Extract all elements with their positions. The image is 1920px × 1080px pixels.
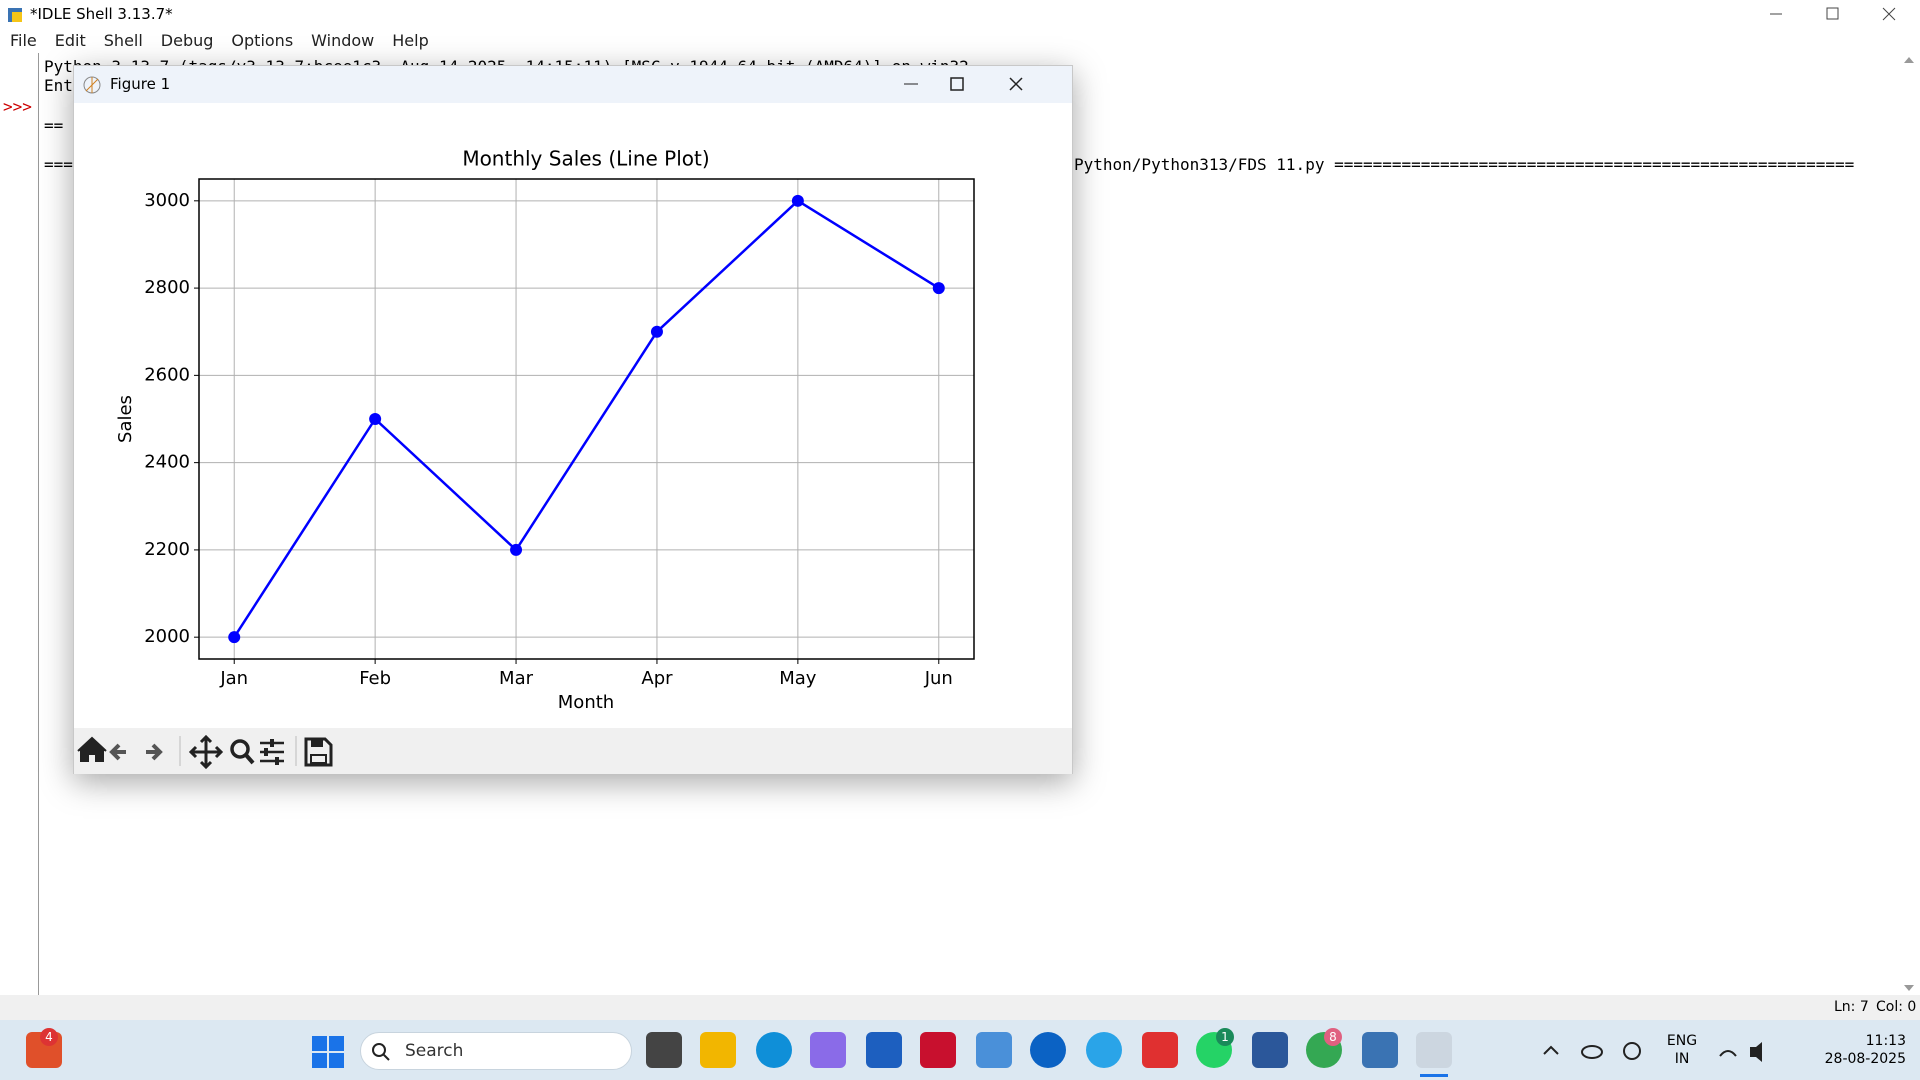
figure-title-bar: Figure 1 <box>74 66 1072 103</box>
active-indicator <box>1420 1074 1448 1077</box>
y-tick-label: 2200 <box>144 539 190 560</box>
point <box>228 631 241 644</box>
figure-controls[interactable] <box>904 66 1072 103</box>
search-box[interactable]: Search <box>360 1032 632 1070</box>
point <box>932 282 945 295</box>
app-icon[interactable] <box>1252 1032 1288 1068</box>
figure-icon <box>83 76 101 94</box>
x-tick-label: Jun <box>924 668 953 689</box>
forward-button[interactable] <box>146 743 163 761</box>
app-icon[interactable] <box>1362 1032 1398 1068</box>
start-button[interactable] <box>312 1036 344 1068</box>
shell-line: === <box>44 155 73 174</box>
chart: Monthly Sales (Line Plot) Month Sales 20… <box>115 147 975 713</box>
zoom-button[interactable] <box>230 739 250 759</box>
x-tick-label: Apr <box>641 668 673 689</box>
point <box>650 325 663 338</box>
point <box>369 413 382 425</box>
language[interactable]: ENG IN <box>1664 1032 1700 1068</box>
app-icon[interactable] <box>756 1032 792 1068</box>
point <box>510 543 523 556</box>
back-button[interactable] <box>109 743 126 761</box>
taskbar: 4 Search 1 8 ENG IN 11:13 28-08-2025 <box>0 1020 1920 1080</box>
x-tick-label: Feb <box>359 668 391 689</box>
menu-bar: File Edit Shell Debug Options Window Help <box>0 29 1920 53</box>
status-bar: Ln: 7 Col: 0 <box>0 995 1920 1020</box>
close[interactable] <box>1882 7 1896 21</box>
app-icon[interactable] <box>810 1032 846 1068</box>
close[interactable] <box>1009 77 1023 91</box>
app-icon[interactable] <box>976 1032 1012 1068</box>
app-icon[interactable] <box>700 1032 736 1068</box>
toolbar-icons <box>77 734 333 770</box>
maximize[interactable] <box>950 77 964 91</box>
tray-icons[interactable] <box>1540 1038 1790 1064</box>
shell-line: Python/Python313/FDS 11.py =============… <box>1074 155 1855 174</box>
y-tick-label: 2800 <box>144 277 190 298</box>
x-tick-label: May <box>779 668 817 689</box>
point <box>791 194 804 207</box>
y-axis-label: Sales <box>115 395 136 443</box>
line <box>233 199 940 638</box>
menu-item[interactable]: Help <box>392 31 429 50</box>
status-col: Col: 0 <box>1876 999 1917 1015</box>
time: 11:13 <box>1865 1033 1906 1049</box>
status-line: Ln: 7 <box>1834 999 1869 1015</box>
prompt: >>> <box>3 97 32 116</box>
menu-item[interactable]: File <box>10 31 37 50</box>
figure-title: Figure 1 <box>110 75 171 93</box>
app-icon[interactable] <box>1142 1032 1178 1068</box>
badge: 4 <box>40 1028 58 1046</box>
window-controls[interactable] <box>1750 0 1920 29</box>
y-tick-label: 2600 <box>144 364 190 385</box>
window-title: *IDLE Shell 3.13.7* <box>30 5 173 23</box>
shell-line: == <box>44 116 64 135</box>
region-code: IN <box>1674 1051 1690 1067</box>
y-tick-label: 3000 <box>144 190 190 211</box>
menu-item[interactable]: Options <box>231 31 294 50</box>
app-icon[interactable] <box>1030 1032 1066 1068</box>
restore[interactable] <box>1826 7 1839 20</box>
plot-frame <box>198 178 975 660</box>
app-icon <box>8 8 22 22</box>
home-button[interactable] <box>77 736 107 762</box>
menu-item[interactable]: Shell <box>103 31 143 50</box>
search-text: Search <box>405 1041 464 1061</box>
x-axis-label: Month <box>558 692 614 713</box>
figure-toolbar <box>74 728 1072 774</box>
scrollbar[interactable] <box>1898 53 1920 995</box>
y-tick-label: 2400 <box>144 452 190 473</box>
date: 28-08-2025 <box>1824 1051 1906 1067</box>
app-icon[interactable] <box>1086 1032 1122 1068</box>
figure-window: Figure 1 Monthly Sales (Line Plot) Month… <box>73 65 1073 774</box>
app-icon[interactable] <box>646 1032 682 1068</box>
app-icon[interactable] <box>920 1032 956 1068</box>
save-button[interactable] <box>304 737 333 767</box>
gutter-line <box>38 53 39 995</box>
chart-title: Monthly Sales (Line Plot) <box>462 147 709 171</box>
pan-button[interactable] <box>188 734 224 770</box>
badge: 8 <box>1324 1028 1342 1046</box>
x-tick-label: Jan <box>219 668 248 689</box>
menu-item[interactable]: Edit <box>54 31 86 50</box>
app-icon[interactable] <box>866 1032 902 1068</box>
clock[interactable]: 11:13 28-08-2025 <box>1800 1032 1906 1068</box>
menu-item[interactable]: Debug <box>160 31 214 50</box>
y-tick-label: 2000 <box>144 626 190 647</box>
x-tick-label: Mar <box>499 668 534 689</box>
title-bar: *IDLE Shell 3.13.7* <box>0 0 1920 29</box>
badge: 1 <box>1216 1028 1234 1046</box>
lang-code: ENG <box>1666 1033 1698 1049</box>
app-icon[interactable] <box>1416 1032 1452 1068</box>
menu-item[interactable]: Window <box>311 31 375 50</box>
